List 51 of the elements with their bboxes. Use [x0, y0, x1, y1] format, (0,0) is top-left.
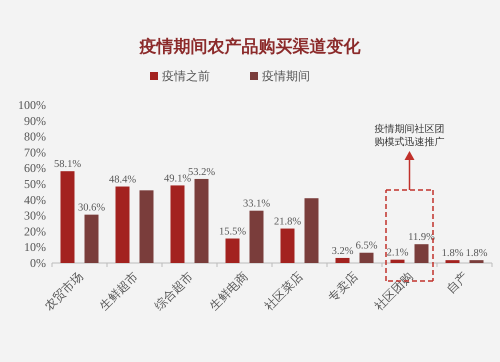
y-tick-label: 50%	[24, 177, 46, 191]
x-tick-label: 农贸市场	[42, 269, 86, 314]
bar	[280, 228, 294, 263]
bar	[470, 260, 484, 263]
bar	[140, 190, 154, 263]
bar	[84, 214, 98, 263]
bar	[390, 260, 404, 263]
data-label: 33.1%	[242, 198, 270, 210]
data-label: 2.1%	[386, 248, 409, 259]
y-tick-label: 20%	[24, 224, 46, 238]
bar	[336, 258, 350, 263]
y-tick-label: 80%	[24, 130, 46, 144]
data-label: 3.2%	[332, 246, 354, 257]
x-tick-label: 自产	[444, 269, 471, 296]
y-tick-label: 70%	[24, 145, 46, 160]
x-tick-label: 专卖店	[325, 269, 361, 305]
data-label: 15.5%	[218, 226, 246, 238]
legend-label: 疫情期间	[262, 69, 310, 83]
bar	[170, 185, 184, 263]
data-label: 58.1%	[54, 159, 82, 170]
bar	[414, 244, 428, 263]
bar	[250, 210, 264, 263]
bar	[446, 260, 460, 263]
chart-title: 疫情期间农产品购买渠道变化	[138, 37, 362, 56]
bar	[194, 178, 208, 263]
y-tick-label: 60%	[24, 161, 46, 176]
y-tick-label: 40%	[24, 192, 46, 207]
bar	[304, 198, 318, 263]
data-label: 1.8%	[442, 248, 464, 260]
x-tick-label: 综合超市	[152, 269, 196, 314]
bar	[226, 238, 240, 263]
x-tick-label: 生鲜电商	[206, 269, 251, 314]
bar	[116, 186, 130, 263]
data-label: 1.8%	[466, 248, 488, 260]
y-tick-label: 0%	[30, 256, 46, 270]
y-tick-label: 90%	[24, 114, 46, 128]
data-label: 11.9%	[408, 232, 436, 244]
annotation: 疫情期间社区团购模式迅速推广	[374, 123, 444, 148]
data-label: 30.6%	[78, 202, 106, 214]
bar	[60, 171, 74, 263]
x-tick-label: 社区菜店	[262, 269, 306, 314]
data-label: 48.4%	[108, 174, 136, 186]
bar	[360, 252, 374, 263]
y-tick-label: 10%	[24, 240, 46, 254]
data-label: 21.8%	[274, 216, 302, 228]
y-tick-label: 30%	[24, 208, 46, 223]
legend-label: 疫情之前	[162, 69, 210, 83]
x-tick-label: 生鲜超市	[96, 269, 141, 314]
x-tick-label: 社区团购	[372, 269, 416, 314]
data-label: 6.5%	[356, 240, 378, 252]
y-tick-label: 100%	[18, 98, 46, 112]
